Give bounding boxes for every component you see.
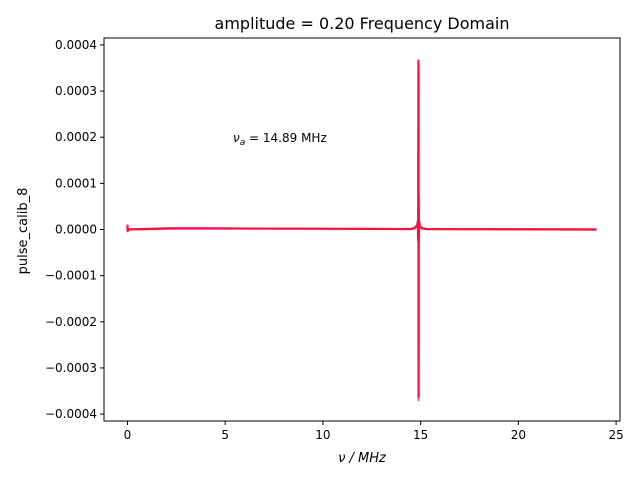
series-line-real <box>126 59 597 398</box>
y-tick-label: 0.0001 <box>55 176 97 190</box>
frequency-annotation: νa = 14.89 MHz <box>233 131 327 148</box>
y-tick-label: 0.0000 <box>55 223 97 237</box>
x-tick-label: 25 <box>608 428 623 442</box>
y-tick-label: 0.0004 <box>55 38 97 52</box>
tick-layer: 0 5 10 15 20 25 −0.0004 −0.0003 −0.0002 −0.0001 0.… <box>45 38 624 442</box>
x-tick-label: 20 <box>511 428 526 442</box>
y-tick-label: −0.0001 <box>45 269 97 283</box>
x-tick-label: 5 <box>221 428 229 442</box>
y-tick-label: −0.0004 <box>45 407 97 421</box>
series-layer <box>126 59 597 402</box>
y-tick-label: 0.0002 <box>55 130 97 144</box>
y-tick-label: 0.0003 <box>55 84 97 98</box>
x-tick-label: 10 <box>315 428 330 442</box>
plot-frame <box>103 37 621 422</box>
y-tick-label: −0.0003 <box>45 361 97 375</box>
chart-title: amplitude = 0.20 Frequency Domain <box>215 14 510 33</box>
y-tick-label: −0.0002 <box>45 315 97 329</box>
x-axis-label: ν / MHz <box>338 451 387 466</box>
annotation-layer: νa = 14.89 MHz <box>233 131 327 148</box>
x-tick-label: 15 <box>413 428 428 442</box>
x-tick-label: 0 <box>124 428 132 442</box>
y-axis-label: pulse_calib_8 <box>16 188 31 275</box>
